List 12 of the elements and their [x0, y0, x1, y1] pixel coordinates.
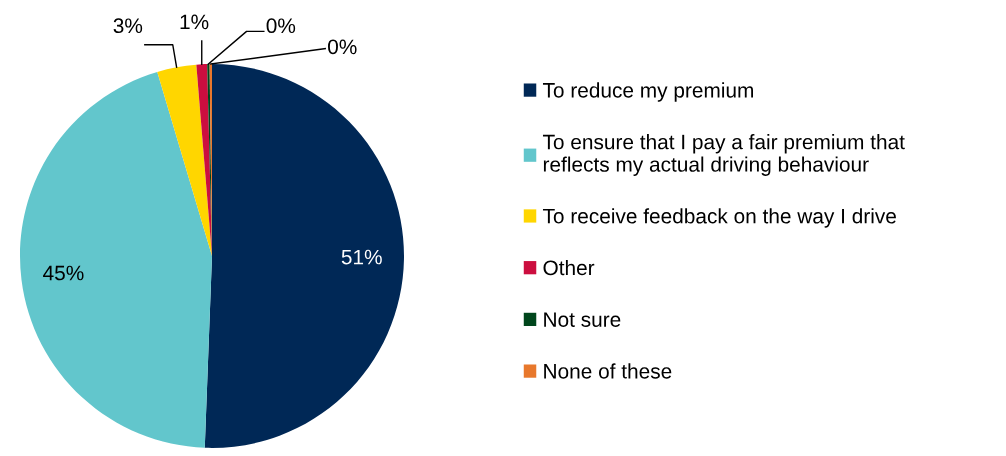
data-label: 3% [113, 18, 143, 34]
data-label: 0% [266, 18, 296, 34]
legend-label: To ensure that I pay a fair premium that reflects my actual driving behaviour [542, 134, 905, 176]
data-label: 45% [43, 265, 84, 281]
legend-label: None of these [544, 363, 672, 379]
legend-label: To receive feedback on the way I drive [542, 208, 896, 228]
data-label: 51% [341, 249, 382, 265]
legend-label: Not sure [544, 312, 621, 327]
data-label: 1% [180, 14, 209, 30]
legend-label: To reduce my premium [542, 82, 753, 102]
data-label: 0% [328, 39, 357, 55]
legend-label: Other [543, 259, 595, 276]
